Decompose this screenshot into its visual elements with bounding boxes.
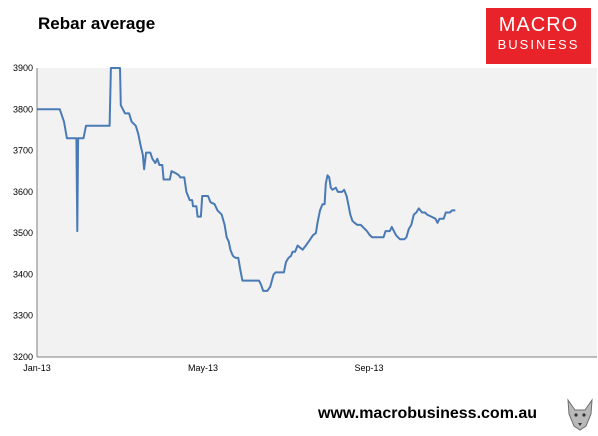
y-tick-label: 3500 [13,228,33,238]
x-tick-label: Jan-13 [23,363,51,373]
y-tick-label: 3600 [13,187,33,197]
wolf-icon [567,398,593,431]
website-url: www.macrobusiness.com.au [318,405,538,422]
y-tick-label: 3700 [13,146,33,156]
y-tick-label: 3900 [13,63,33,73]
macrobusiness-logo: MACRO BUSINESS [486,8,591,64]
y-tick-label: 3800 [13,104,33,114]
logo-line-macro: MACRO [498,14,579,36]
y-tick-label: 3400 [13,269,33,279]
logo-line-business: BUSINESS [497,37,580,52]
x-axis-ticks: Jan-13 May-13 Sep-13 [23,363,383,373]
y-axis-ticks: 3200 3300 3400 3500 3600 3700 3800 3900 [13,63,33,362]
series-line-rebar-average [37,67,456,292]
line-chart: 3200 3300 3400 3500 3600 3700 3800 3900 Jan-13 M… [13,63,597,373]
x-tick-label: Sep-13 [354,363,383,373]
chart-title: Rebar average [38,14,156,33]
y-tick-label: 3200 [13,352,33,362]
x-tick-label: May-13 [188,363,218,373]
y-tick-label: 3300 [13,311,33,321]
plot-area [37,68,597,357]
